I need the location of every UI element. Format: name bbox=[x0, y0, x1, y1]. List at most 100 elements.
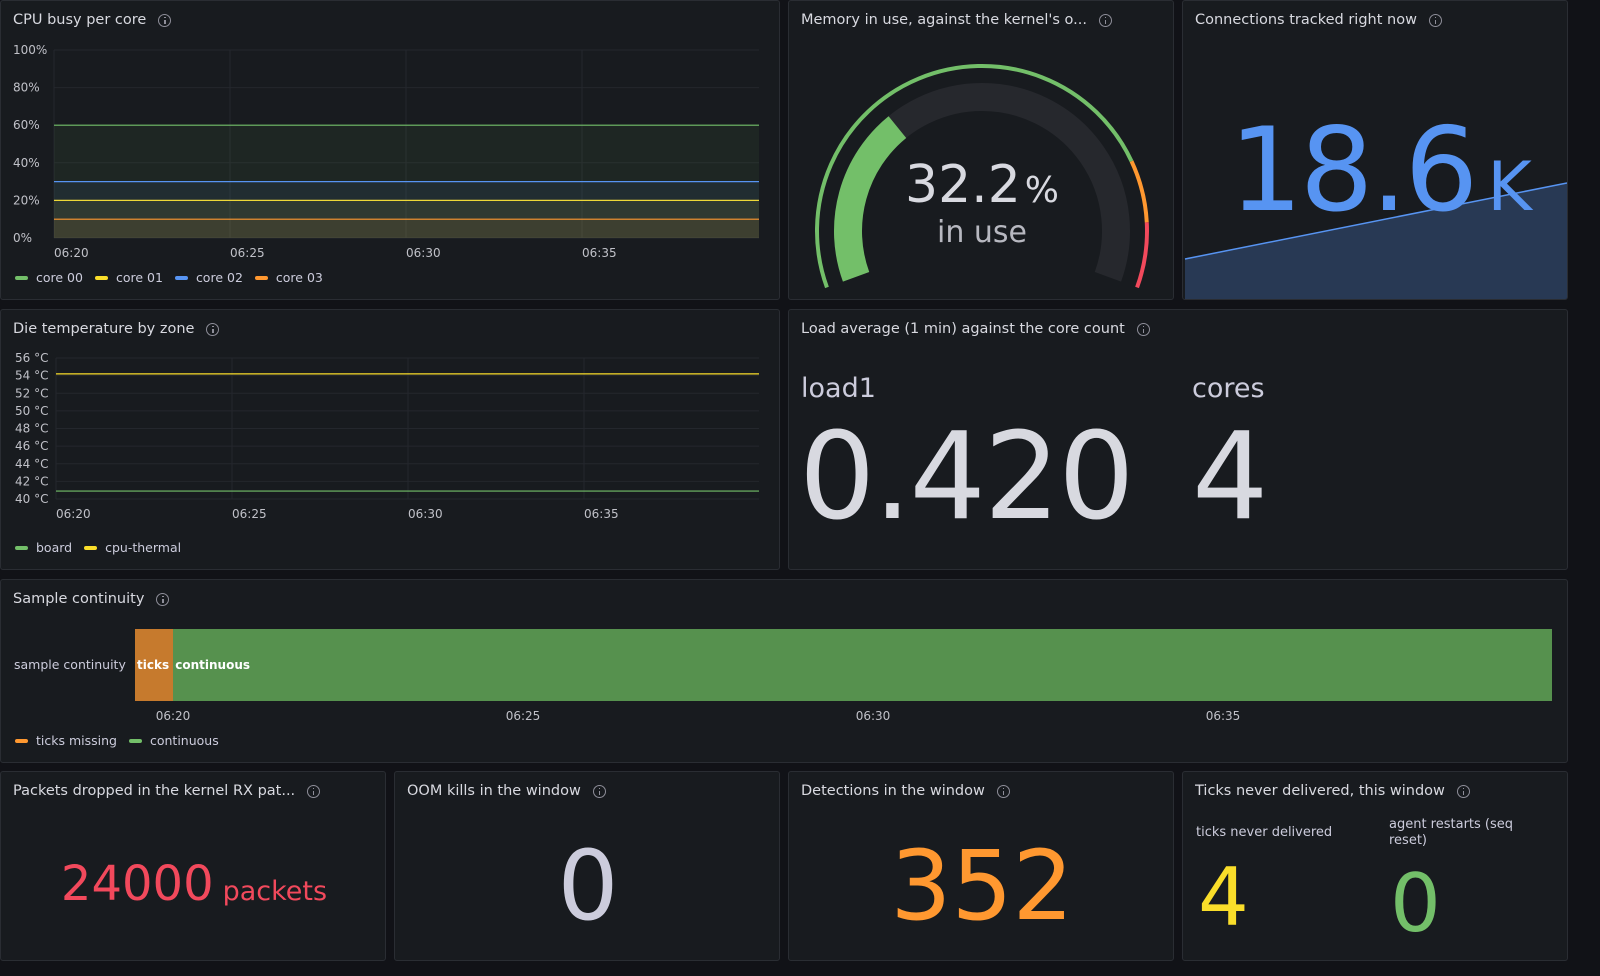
y-tick-label: 20% bbox=[13, 193, 40, 207]
info-icon[interactable] bbox=[307, 784, 321, 798]
continuity-segment[interactable]: continuous bbox=[173, 629, 1552, 701]
panel-title: Packets dropped in the kernel RX pat... bbox=[13, 783, 296, 799]
legend-swatch bbox=[15, 545, 28, 550]
memory-panel: Memory in use, against the kernel's o...… bbox=[788, 0, 1174, 300]
legend-swatch bbox=[15, 275, 28, 280]
continuity-legend: ticks missing continuous bbox=[15, 733, 219, 748]
packets-value: 24000 bbox=[60, 856, 214, 912]
connections-value-line: 18.6 K bbox=[1229, 113, 1532, 229]
detections-panel: Detections in the window 352 bbox=[788, 771, 1174, 961]
legend-item[interactable]: continuous bbox=[128, 733, 219, 748]
legend-item[interactable]: ticks missing bbox=[15, 733, 117, 748]
info-icon[interactable] bbox=[592, 784, 606, 798]
x-tick-label: 06:35 bbox=[1206, 709, 1241, 723]
gauge-threshold-ok bbox=[815, 64, 1134, 289]
cpu-legend: core 00 core 01 core 02 core 03 bbox=[15, 270, 323, 285]
continuity-bar: ticks continuous bbox=[135, 629, 1552, 701]
y-tick-label: 50 °C bbox=[15, 404, 48, 418]
info-icon[interactable] bbox=[156, 592, 170, 606]
packets-panel: Packets dropped in the kernel RX pat... … bbox=[0, 771, 386, 961]
legend-label: cpu-thermal bbox=[105, 540, 182, 555]
continuity-title[interactable]: Sample continuity bbox=[13, 591, 170, 607]
oom-value: 0 bbox=[557, 830, 619, 942]
info-icon[interactable] bbox=[1456, 784, 1470, 798]
x-tick-label: 06:30 bbox=[406, 246, 441, 260]
legend-label: core 00 bbox=[36, 270, 83, 285]
x-tick-label: 06:35 bbox=[582, 246, 617, 260]
info-icon[interactable] bbox=[996, 784, 1010, 798]
series-area bbox=[54, 219, 759, 238]
ticks-missing-value: 4 bbox=[1198, 851, 1249, 944]
info-icon[interactable] bbox=[206, 322, 220, 336]
ticks-missing-label: ticks never delivered bbox=[1196, 825, 1333, 840]
y-tick-label: 54 °C bbox=[15, 369, 48, 383]
sparkline-line bbox=[1184, 182, 1567, 260]
legend-label: core 02 bbox=[195, 270, 243, 285]
panel-title: Ticks never delivered, this window bbox=[1195, 783, 1445, 799]
load-title[interactable]: Load average (1 min) against the core co… bbox=[801, 321, 1150, 337]
memory-gauge bbox=[815, 64, 1149, 289]
packets-unit: packets bbox=[222, 876, 328, 907]
load1-value: 0.420 bbox=[799, 408, 1135, 547]
info-icon[interactable] bbox=[158, 13, 172, 27]
x-tick-label: 06:20 bbox=[54, 246, 89, 260]
load-panel: Load average (1 min) against the core co… bbox=[788, 309, 1568, 570]
y-tick-label: 40 °C bbox=[15, 492, 48, 506]
legend-item[interactable]: board bbox=[15, 540, 72, 555]
legend-item[interactable]: cpu-thermal bbox=[84, 540, 181, 555]
legend-item[interactable]: core 03 bbox=[254, 270, 323, 285]
detections-title[interactable]: Detections in the window bbox=[801, 783, 1010, 799]
gauge-threshold-warn bbox=[1129, 160, 1149, 223]
info-icon[interactable] bbox=[1428, 13, 1442, 27]
y-tick-label: 60% bbox=[13, 118, 40, 132]
x-tick-label: 06:30 bbox=[408, 507, 443, 521]
ticks-title[interactable]: Ticks never delivered, this window bbox=[1195, 783, 1470, 799]
temperature-chart: 40 °C 42 °C 44 °C 46 °C 48 °C 50 °C 52 °C 54 °C… bbox=[15, 351, 759, 521]
panel-title: Sample continuity bbox=[13, 591, 145, 607]
legend-swatch bbox=[174, 275, 188, 280]
cores-value: 4 bbox=[1192, 408, 1269, 547]
cpu-busy-title[interactable]: CPU busy per core bbox=[13, 12, 172, 28]
info-icon[interactable] bbox=[1098, 13, 1112, 27]
legend-label: ticks missing bbox=[36, 733, 117, 748]
memory-unit: % bbox=[1024, 170, 1059, 211]
cores-label: cores bbox=[1192, 373, 1265, 404]
memory-sub-label: in use bbox=[937, 215, 1027, 250]
y-tick-label: 44 °C bbox=[15, 457, 48, 471]
x-tick-label: 06:20 bbox=[56, 507, 91, 521]
memory-value-line: 32.2% bbox=[789, 159, 1173, 211]
connections-title[interactable]: Connections tracked right now bbox=[1195, 12, 1442, 28]
ticks-panel: Ticks never delivered, this window ticks… bbox=[1182, 771, 1568, 961]
legend-item[interactable]: core 02 bbox=[174, 270, 243, 285]
x-tick-label: 06:25 bbox=[506, 709, 541, 723]
legend-swatch bbox=[94, 275, 108, 280]
legend-swatch bbox=[15, 738, 28, 743]
connections-panel: Connections tracked right now 18.6 K bbox=[1182, 0, 1568, 300]
agent-restarts-label: agent restarts (seq reset) bbox=[1389, 817, 1514, 848]
oom-panel: OOM kills in the window 0 bbox=[394, 771, 780, 961]
x-tick-label: 06:25 bbox=[230, 246, 265, 260]
continuity-row-label: sample continuity bbox=[14, 657, 126, 672]
legend-swatch bbox=[84, 545, 98, 550]
sparkline-area bbox=[1185, 183, 1567, 299]
connections-value: 18.6 bbox=[1229, 103, 1478, 238]
legend-item[interactable]: core 01 bbox=[94, 270, 163, 285]
memory-title[interactable]: Memory in use, against the kernel's o... bbox=[801, 12, 1112, 28]
packets-title[interactable]: Packets dropped in the kernel RX pat... bbox=[13, 783, 321, 799]
legend-item[interactable]: core 00 bbox=[15, 270, 83, 285]
y-tick-label: 40% bbox=[13, 156, 40, 170]
y-tick-label: 100% bbox=[13, 43, 47, 57]
panel-title: Load average (1 min) against the core co… bbox=[801, 321, 1125, 337]
info-icon[interactable] bbox=[1136, 322, 1150, 336]
panel-title: Detections in the window bbox=[801, 783, 985, 799]
memory-value: 32.2 bbox=[905, 155, 1021, 215]
x-tick-label: 06:20 bbox=[156, 709, 191, 723]
legend-label: core 03 bbox=[275, 270, 323, 285]
oom-title[interactable]: OOM kills in the window bbox=[407, 783, 606, 799]
y-tick-label: 0% bbox=[13, 231, 32, 245]
continuity-segment[interactable]: ticks bbox=[135, 629, 174, 701]
y-tick-label: 56 °C bbox=[15, 351, 48, 365]
cpu-busy-chart: 0% 20% 40% 60% 80% 100% 06:20 06:25 06:30 06:35 bbox=[13, 43, 759, 260]
y-tick-label: 48 °C bbox=[15, 422, 48, 436]
temperature-title[interactable]: Die temperature by zone bbox=[13, 321, 220, 337]
